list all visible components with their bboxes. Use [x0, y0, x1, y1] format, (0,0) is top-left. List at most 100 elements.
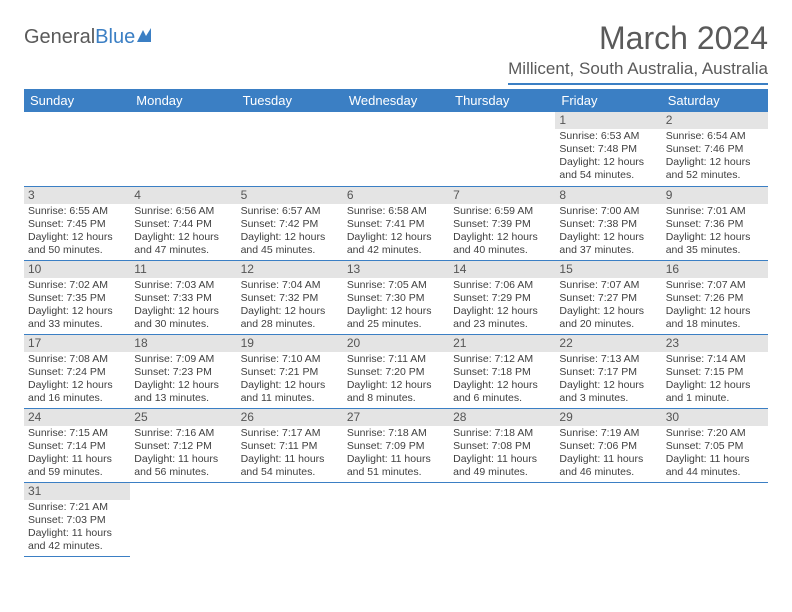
sunrise-line: Sunrise: 7:17 AM: [241, 427, 339, 440]
calendar-cell-empty: [237, 112, 343, 186]
sunrise-line: Sunrise: 7:14 AM: [666, 353, 764, 366]
sunrise-line: Sunrise: 7:07 AM: [559, 279, 657, 292]
calendar-cell: 12Sunrise: 7:04 AMSunset: 7:32 PMDayligh…: [237, 260, 343, 334]
calendar-cell: 17Sunrise: 7:08 AMSunset: 7:24 PMDayligh…: [24, 334, 130, 408]
calendar-cell-empty: [449, 112, 555, 186]
sunset-line: Sunset: 7:39 PM: [453, 218, 551, 231]
sunrise-line: Sunrise: 6:54 AM: [666, 130, 764, 143]
day-number: 27: [343, 409, 449, 426]
calendar-cell: 9Sunrise: 7:01 AMSunset: 7:36 PMDaylight…: [662, 186, 768, 260]
sunrise-line: Sunrise: 7:02 AM: [28, 279, 126, 292]
calendar-cell: 29Sunrise: 7:19 AMSunset: 7:06 PMDayligh…: [555, 408, 661, 482]
day-number: 28: [449, 409, 555, 426]
day-number: 11: [130, 261, 236, 278]
calendar-cell-empty: [555, 482, 661, 556]
day-number: 20: [343, 335, 449, 352]
sunrise-line: Sunrise: 7:04 AM: [241, 279, 339, 292]
day-body: Sunrise: 7:18 AMSunset: 7:08 PMDaylight:…: [449, 426, 555, 482]
calendar-row: 31Sunrise: 7:21 AMSunset: 7:03 PMDayligh…: [24, 482, 768, 556]
header: GeneralBlue March 2024 Millicent, South …: [24, 20, 768, 85]
sunset-line: Sunset: 7:14 PM: [28, 440, 126, 453]
sunrise-line: Sunrise: 6:55 AM: [28, 205, 126, 218]
weekday-header: Friday: [555, 89, 661, 112]
calendar-row: 1Sunrise: 6:53 AMSunset: 7:48 PMDaylight…: [24, 112, 768, 186]
day-number: 6: [343, 187, 449, 204]
calendar-cell: 11Sunrise: 7:03 AMSunset: 7:33 PMDayligh…: [130, 260, 236, 334]
calendar: SundayMondayTuesdayWednesdayThursdayFrid…: [24, 89, 768, 557]
day-body: Sunrise: 7:03 AMSunset: 7:33 PMDaylight:…: [130, 278, 236, 334]
day-number: 1: [555, 112, 661, 129]
daylight-line: Daylight: 12 hours and 18 minutes.: [666, 305, 764, 331]
sunrise-line: Sunrise: 6:58 AM: [347, 205, 445, 218]
day-body: Sunrise: 7:05 AMSunset: 7:30 PMDaylight:…: [343, 278, 449, 334]
day-number: 8: [555, 187, 661, 204]
sunset-line: Sunset: 7:12 PM: [134, 440, 232, 453]
calendar-cell: 21Sunrise: 7:12 AMSunset: 7:18 PMDayligh…: [449, 334, 555, 408]
calendar-cell: 22Sunrise: 7:13 AMSunset: 7:17 PMDayligh…: [555, 334, 661, 408]
day-number: 18: [130, 335, 236, 352]
daylight-line: Daylight: 12 hours and 13 minutes.: [134, 379, 232, 405]
day-number: 29: [555, 409, 661, 426]
sunset-line: Sunset: 7:06 PM: [559, 440, 657, 453]
weekday-header: Tuesday: [237, 89, 343, 112]
calendar-cell-empty: [24, 112, 130, 186]
day-body: Sunrise: 7:00 AMSunset: 7:38 PMDaylight:…: [555, 204, 661, 260]
sunset-line: Sunset: 7:26 PM: [666, 292, 764, 305]
daylight-line: Daylight: 11 hours and 42 minutes.: [28, 527, 126, 553]
daylight-line: Daylight: 11 hours and 44 minutes.: [666, 453, 764, 479]
weekday-header: Sunday: [24, 89, 130, 112]
sunrise-line: Sunrise: 7:10 AM: [241, 353, 339, 366]
day-number: 26: [237, 409, 343, 426]
sunrise-line: Sunrise: 7:07 AM: [666, 279, 764, 292]
day-body: Sunrise: 6:53 AMSunset: 7:48 PMDaylight:…: [555, 129, 661, 185]
day-number: 30: [662, 409, 768, 426]
calendar-row: 10Sunrise: 7:02 AMSunset: 7:35 PM Dayligh…: [24, 260, 768, 334]
day-body: Sunrise: 6:55 AMSunset: 7:45 PMDaylight:…: [24, 204, 130, 260]
daylight-line: Daylight: 12 hours and 25 minutes.: [347, 305, 445, 331]
calendar-cell: 1Sunrise: 6:53 AMSunset: 7:48 PMDaylight…: [555, 112, 661, 186]
calendar-row: 17Sunrise: 7:08 AMSunset: 7:24 PMDayligh…: [24, 334, 768, 408]
daylight-line: Daylight: 12 hours and 3 minutes.: [559, 379, 657, 405]
calendar-cell: 6Sunrise: 6:58 AMSunset: 7:41 PMDaylight…: [343, 186, 449, 260]
calendar-cell: 19Sunrise: 7:10 AMSunset: 7:21 PMDayligh…: [237, 334, 343, 408]
sunrise-line: Sunrise: 6:57 AM: [241, 205, 339, 218]
day-number: 25: [130, 409, 236, 426]
daylight-line: Daylight: 11 hours and 59 minutes.: [28, 453, 126, 479]
day-number: 10: [24, 261, 130, 278]
calendar-cell-empty: [237, 482, 343, 556]
sunrise-line: Sunrise: 6:56 AM: [134, 205, 232, 218]
sunrise-line: Sunrise: 7:01 AM: [666, 205, 764, 218]
day-body: Sunrise: 7:07 AMSunset: 7:26 PMDaylight:…: [662, 278, 768, 334]
weekday-header: Thursday: [449, 89, 555, 112]
sunset-line: Sunset: 7:17 PM: [559, 366, 657, 379]
sunrise-line: Sunrise: 7:05 AM: [347, 279, 445, 292]
day-body: Sunrise: 7:11 AMSunset: 7:20 PMDaylight:…: [343, 352, 449, 408]
sunrise-line: Sunrise: 7:19 AM: [559, 427, 657, 440]
day-number: 4: [130, 187, 236, 204]
sunrise-line: Sunrise: 7:18 AM: [453, 427, 551, 440]
day-body: Sunrise: 7:17 AMSunset: 7:11 PMDaylight:…: [237, 426, 343, 482]
calendar-row: 3Sunrise: 6:55 AMSunset: 7:45 PMDaylight…: [24, 186, 768, 260]
day-body: Sunrise: 7:18 AMSunset: 7:09 PMDaylight:…: [343, 426, 449, 482]
calendar-cell: 15Sunrise: 7:07 AMSunset: 7:27 PMDayligh…: [555, 260, 661, 334]
calendar-cell: 2Sunrise: 6:54 AMSunset: 7:46 PMDaylight…: [662, 112, 768, 186]
day-body: Sunrise: 6:56 AMSunset: 7:44 PMDaylight:…: [130, 204, 236, 260]
day-body: Sunrise: 7:16 AMSunset: 7:12 PMDaylight:…: [130, 426, 236, 482]
daylight-line: Daylight: 12 hours and 8 minutes.: [347, 379, 445, 405]
calendar-cell: 20Sunrise: 7:11 AMSunset: 7:20 PMDayligh…: [343, 334, 449, 408]
calendar-cell-empty: [449, 482, 555, 556]
logo: GeneralBlue: [24, 26, 155, 49]
calendar-cell: 5Sunrise: 6:57 AMSunset: 7:42 PMDaylight…: [237, 186, 343, 260]
day-number: 23: [662, 335, 768, 352]
daylight-line: Daylight: 12 hours and 50 minutes.: [28, 231, 126, 257]
daylight-line: Daylight: 12 hours and 11 minutes.: [241, 379, 339, 405]
calendar-cell: 10Sunrise: 7:02 AMSunset: 7:35 PMDayligh…: [24, 260, 130, 334]
calendar-cell-empty: [662, 482, 768, 556]
day-number: 21: [449, 335, 555, 352]
daylight-line: Daylight: 12 hours and 28 minutes.: [241, 305, 339, 331]
sunrise-line: Sunrise: 7:12 AM: [453, 353, 551, 366]
sunset-line: Sunset: 7:38 PM: [559, 218, 657, 231]
sunset-line: Sunset: 7:35 PM: [28, 292, 126, 305]
daylight-line: Daylight: 12 hours and 47 minutes.: [134, 231, 232, 257]
daylight-line: Daylight: 12 hours and 35 minutes.: [666, 231, 764, 257]
